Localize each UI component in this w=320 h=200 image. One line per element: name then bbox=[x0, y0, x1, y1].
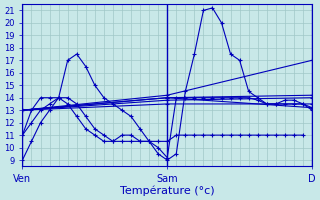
X-axis label: Température (°c): Température (°c) bbox=[120, 185, 214, 196]
